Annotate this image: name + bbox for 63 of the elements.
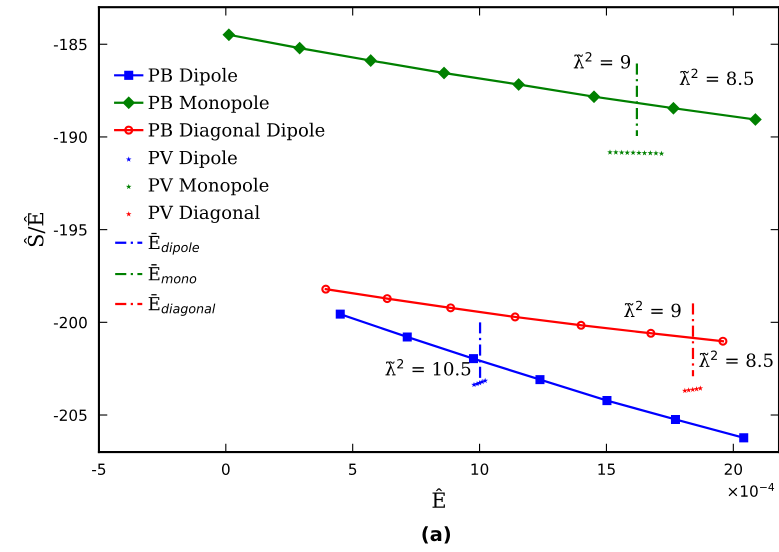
legend-label: Ē$_{mono}$ (148, 264, 196, 284)
point (512, 78, 525, 90)
point (670, 414, 680, 424)
point (642, 150, 648, 156)
text: (a) (422, 526, 450, 544)
legend-label: PV Monopole (148, 178, 268, 196)
point (222, 28, 235, 41)
point (667, 102, 680, 114)
legend-label: PV Dipole (148, 150, 237, 168)
point (294, 42, 306, 54)
y-axis-title: Ŝ/Ê (24, 213, 46, 246)
point (402, 332, 412, 342)
annotation: λ̃$^{2}$ = 10.5 (385, 359, 470, 376)
point (686, 387, 692, 393)
point (535, 375, 544, 384)
y-tick-label: -205 (54, 409, 86, 422)
y-tick-label: -185 (54, 38, 86, 50)
point (613, 149, 619, 155)
point (682, 388, 688, 394)
legend-label: Ē$_{diagonal}$ (148, 294, 216, 316)
annotation: λ̃$^{2}$ = 9 (574, 52, 630, 69)
point (636, 150, 642, 156)
point (576, 320, 586, 330)
y-tick-label: -190 (54, 131, 87, 143)
y-tick-label: -200 (54, 316, 87, 328)
point (749, 114, 762, 126)
legend-label: Ē$_{dipole}$ (148, 232, 200, 255)
legend-label: PB Diagonal Dipole (148, 122, 324, 140)
point (588, 90, 600, 103)
point (382, 294, 392, 304)
y-tick-label: -195 (54, 224, 86, 236)
point (646, 328, 656, 338)
annotation: λ̃$^{2}$ = 8.5 (680, 68, 754, 86)
point (602, 396, 612, 406)
point (658, 150, 664, 156)
x-tick-label: 10 (472, 463, 488, 476)
legend-label: PB Dipole (148, 68, 238, 86)
point (618, 150, 624, 155)
point (336, 310, 345, 319)
x-tick-label: -5 (92, 464, 106, 476)
point (698, 385, 704, 391)
text: ×10$^{−4}$ (728, 483, 774, 497)
legend-label: PV Diagonal (148, 205, 260, 223)
x-tick-label: 0 (222, 463, 230, 476)
point (718, 336, 728, 346)
annotation: λ̃$^{2}$ = 8.5 (699, 350, 773, 368)
x-axis-title: Ê (432, 488, 445, 508)
legend-label: PB Monopole (148, 95, 269, 113)
point (438, 67, 450, 79)
point (446, 303, 456, 312)
x-tick-label: 20 (724, 463, 742, 476)
point (482, 378, 488, 384)
point (321, 284, 330, 294)
point (510, 312, 520, 322)
point (468, 354, 478, 364)
annotation: λ̃$^{2}$ = 9 (624, 300, 681, 318)
x-tick-label: 5 (349, 464, 356, 476)
point (364, 54, 377, 67)
point (694, 386, 700, 392)
x-tick-label: 15 (598, 464, 615, 476)
point (739, 433, 748, 442)
point (607, 149, 613, 155)
point (648, 150, 654, 156)
